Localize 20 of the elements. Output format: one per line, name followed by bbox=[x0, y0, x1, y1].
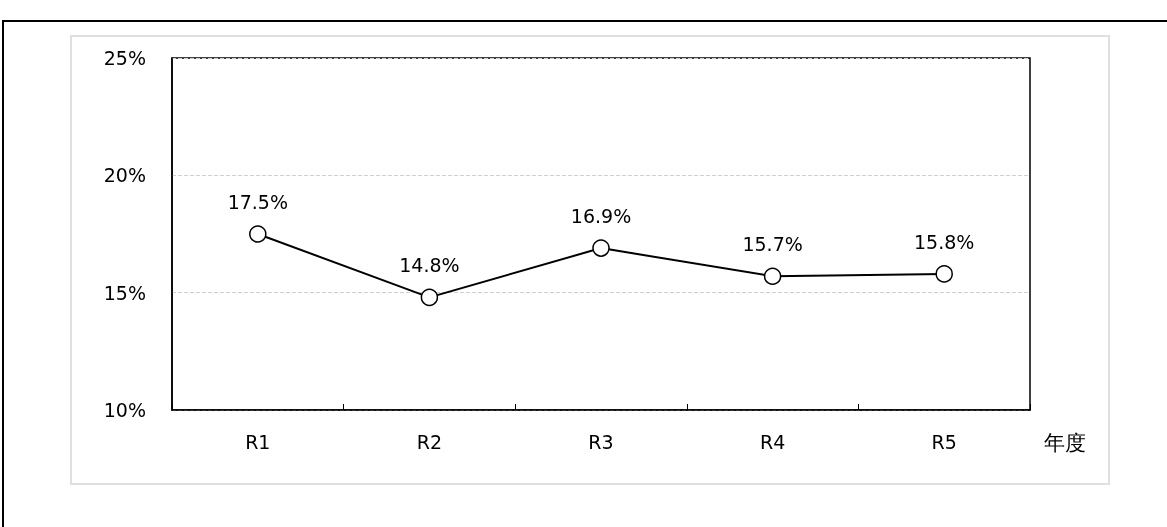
data-label: 17.5% bbox=[227, 190, 288, 213]
data-label: 16.9% bbox=[570, 204, 632, 227]
data-label: 15.7% bbox=[742, 232, 803, 255]
x-axis-title: 年度 bbox=[1044, 430, 1086, 455]
x-tick-label: R4 bbox=[759, 430, 786, 453]
y-tick-label: 20% bbox=[103, 164, 146, 187]
x-tick-label: R3 bbox=[588, 430, 614, 453]
x-tick-label: R5 bbox=[931, 430, 957, 453]
point bbox=[420, 288, 439, 307]
data-label: 15.8% bbox=[914, 230, 975, 253]
point bbox=[763, 267, 782, 285]
data-label: 14.8% bbox=[399, 254, 460, 277]
point bbox=[249, 225, 267, 243]
point bbox=[592, 239, 610, 257]
y-tick-label: 15% bbox=[103, 281, 146, 304]
point bbox=[935, 265, 953, 283]
y-tick-label: 10% bbox=[103, 399, 146, 421]
x-tick-label: R1 bbox=[245, 430, 271, 453]
x-tick-label: R2 bbox=[416, 430, 443, 453]
y-tick-label: 25% bbox=[103, 47, 146, 69]
